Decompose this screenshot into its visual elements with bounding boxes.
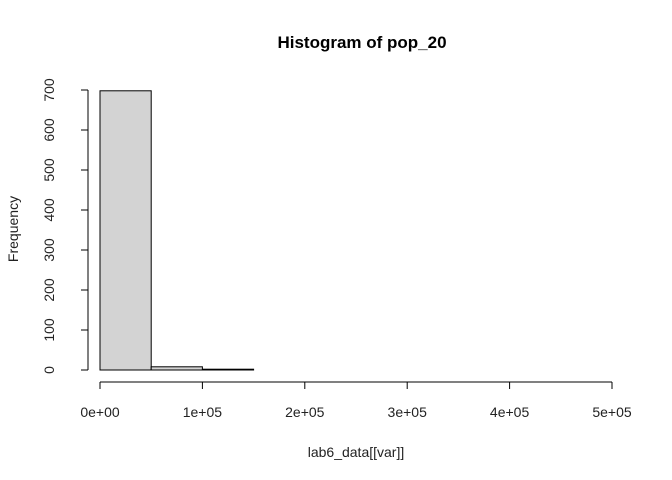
y-axis: 0 100 200 300 400 500 600 700 (41, 78, 89, 374)
x-tick-label: 0e+00 (80, 404, 120, 420)
y-tick-label: 200 (41, 278, 57, 302)
y-tick-label: 700 (41, 78, 57, 102)
histogram-bar (99, 90, 152, 371)
y-tick-label: 500 (41, 158, 57, 182)
y-axis-label: Frequency (5, 196, 21, 262)
histogram-bar (150, 366, 203, 371)
y-tick-label: 0 (41, 366, 57, 374)
chart-title: Histogram of pop_20 (277, 33, 446, 52)
x-axis: 0e+00 1e+05 2e+05 3e+05 4e+05 5e+05 (80, 381, 632, 420)
x-tick-label: 5e+05 (592, 404, 632, 420)
x-tick-label: 2e+05 (285, 404, 325, 420)
histogram-bar (201, 368, 255, 371)
x-tick-label: 1e+05 (183, 404, 223, 420)
y-tick-label: 300 (41, 238, 57, 262)
y-tick-label: 100 (41, 318, 57, 342)
x-axis-label: lab6_data[[var]] (308, 444, 405, 460)
y-tick-label: 400 (41, 198, 57, 222)
x-tick-label: 4e+05 (490, 404, 530, 420)
bars-group (99, 90, 255, 371)
x-tick-label: 3e+05 (388, 404, 428, 420)
y-tick-label: 600 (41, 118, 57, 142)
